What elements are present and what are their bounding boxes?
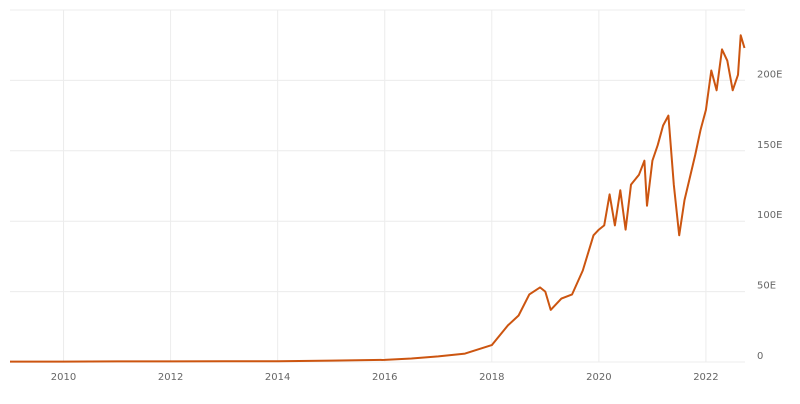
x-tick-label: 2010 — [51, 372, 76, 383]
y-tick-label: 100E — [757, 210, 782, 221]
y-tick-label: 0 — [757, 351, 763, 362]
x-tick-label: 2022 — [693, 372, 718, 383]
x-tick-label: 2012 — [158, 372, 183, 383]
x-tick-label: 2020 — [586, 372, 611, 383]
y-tick-label: 50E — [757, 281, 776, 292]
y-tick-label: 150E — [757, 140, 782, 151]
x-tick-label: 2018 — [479, 372, 504, 383]
x-tick-label: 2016 — [372, 372, 397, 383]
x-tick-label: 2014 — [265, 372, 290, 383]
line — [10, 34, 746, 363]
y-tick-label: 200E — [757, 69, 782, 80]
